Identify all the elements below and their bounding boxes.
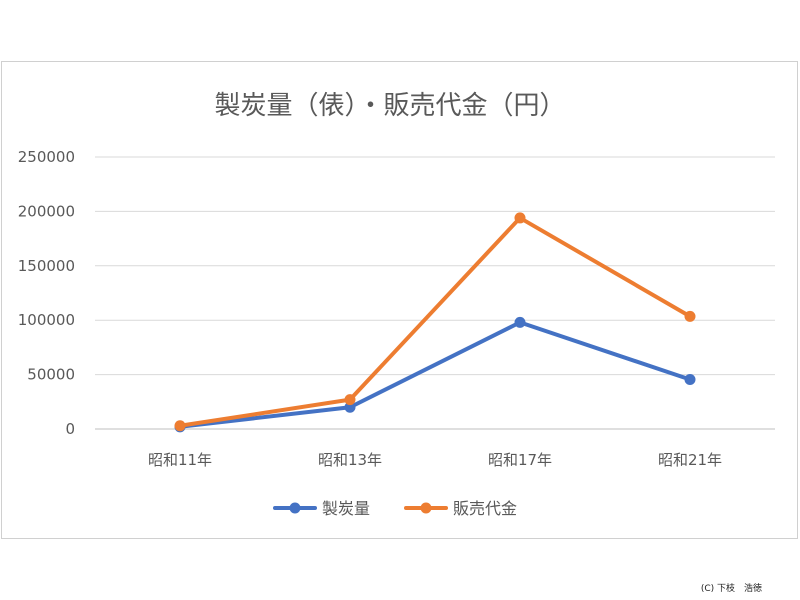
y-tick-label: 250000 (18, 148, 75, 166)
legend-label: 製炭量 (322, 499, 370, 518)
legend-label: 販売代金 (453, 499, 517, 518)
data-point (514, 316, 526, 328)
data-point (684, 373, 696, 385)
copyright-text: (C) 下枝 浩徳 (700, 584, 762, 594)
legend-item: 製炭量 (273, 499, 370, 518)
data-point (344, 401, 356, 413)
legend-swatch-marker (289, 502, 301, 514)
x-tick-label: 昭和21年 (658, 451, 722, 469)
gridlines (95, 156, 775, 430)
axes: 0 50000 100000 150000 200000 250000 昭和11年 昭和13年… (18, 148, 722, 469)
chart-title: 製炭量（俵）・販売代金（円） (214, 91, 565, 121)
data-point (174, 420, 186, 432)
series-line (178, 320, 692, 429)
legend: 製炭量 販売代金 (273, 499, 517, 518)
y-tick-label: 100000 (18, 311, 75, 329)
series-layer (174, 212, 696, 433)
x-tick-label: 昭和17年 (488, 451, 552, 469)
legend-swatch-marker (420, 502, 432, 514)
y-tick-label: 0 (65, 420, 75, 438)
y-tick-label: 150000 (18, 257, 75, 275)
y-tick-label: 50000 (27, 366, 75, 384)
series-line (178, 215, 692, 428)
legend-item: 販売代金 (404, 499, 517, 518)
data-point (514, 212, 526, 224)
data-point (344, 394, 356, 406)
x-tick-label: 昭和13年 (318, 451, 382, 469)
series-2 (174, 212, 696, 432)
data-point (684, 310, 696, 322)
x-tick-label: 昭和11年 (148, 451, 212, 469)
y-tick-label: 200000 (18, 202, 75, 220)
